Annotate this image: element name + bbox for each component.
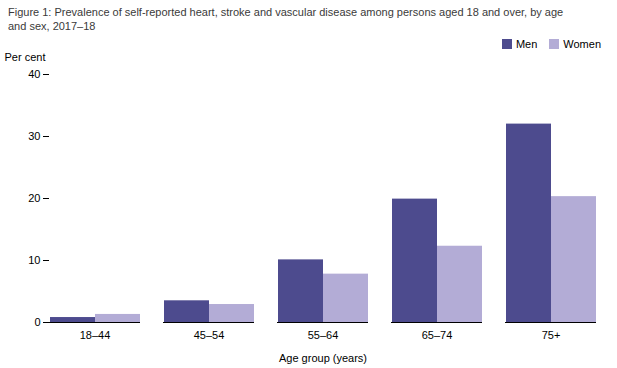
svg-text:Per cent: Per cent [5,51,46,63]
html-text:Figure 1: Prevalence of self-r: Figure 1: Prevalence of self-reported he… [8,6,564,33]
svg-text:30: 30 [28,130,40,142]
svg-text:40: 40 [28,68,40,80]
html-text:Women: Women [563,37,601,50]
svg-text:75+: 75+ [542,329,561,341]
svg-text:65–74: 65–74 [422,329,453,341]
svg-text:10: 10 [28,254,40,266]
svg-text:Age group (years): Age group (years) [279,351,367,363]
svg-text:55–64: 55–64 [308,329,339,341]
svg-text:20: 20 [28,192,40,204]
html-text:Men: Men [515,37,538,50]
svg-text:0: 0 [34,316,40,328]
svg-text:45–54: 45–54 [194,329,225,341]
svg-text:18–44: 18–44 [80,329,111,341]
